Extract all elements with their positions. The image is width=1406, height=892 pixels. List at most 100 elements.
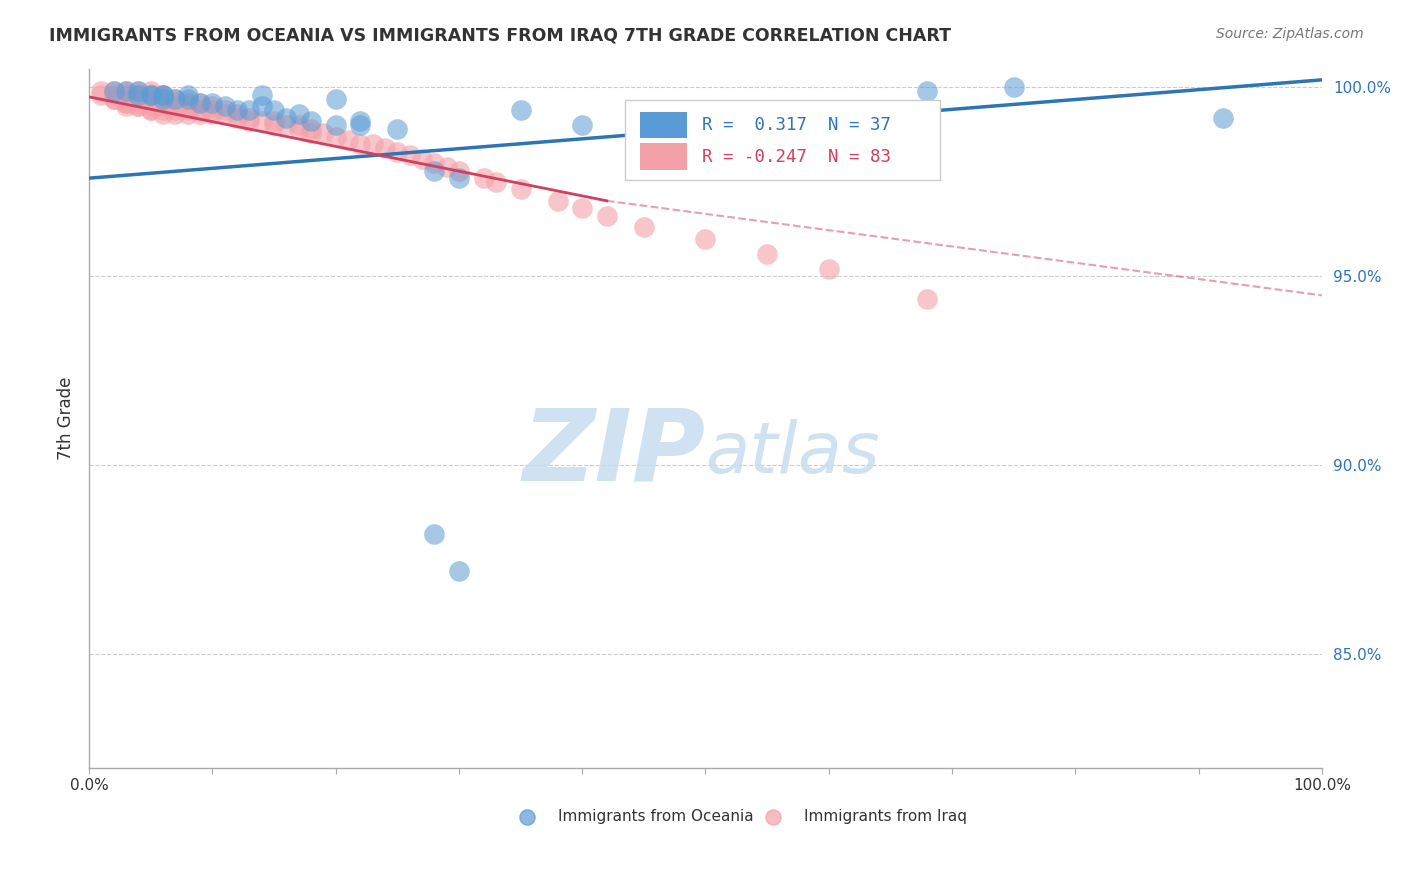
Point bbox=[165, 92, 187, 106]
Point bbox=[127, 87, 149, 102]
Point bbox=[201, 103, 224, 117]
Point bbox=[90, 84, 112, 98]
Point bbox=[90, 87, 112, 102]
Point bbox=[423, 156, 446, 170]
Point bbox=[188, 107, 211, 121]
Point bbox=[152, 95, 174, 110]
Point bbox=[103, 87, 125, 102]
Point bbox=[152, 92, 174, 106]
Point bbox=[571, 202, 593, 216]
Point bbox=[127, 84, 149, 98]
Bar bbox=[640, 112, 688, 138]
Point bbox=[165, 92, 187, 106]
Point bbox=[325, 92, 347, 106]
Point bbox=[115, 92, 138, 106]
Point bbox=[165, 95, 187, 110]
Point bbox=[152, 99, 174, 113]
Point bbox=[1002, 80, 1025, 95]
Point bbox=[411, 153, 433, 167]
Text: R = -0.247  N = 83: R = -0.247 N = 83 bbox=[702, 148, 891, 166]
Point bbox=[115, 95, 138, 110]
Point bbox=[917, 292, 939, 306]
Point bbox=[152, 87, 174, 102]
Point bbox=[214, 103, 236, 117]
Point bbox=[325, 118, 347, 132]
Point bbox=[349, 114, 371, 128]
Point bbox=[152, 87, 174, 102]
Point bbox=[176, 87, 198, 102]
Point bbox=[139, 103, 162, 117]
Point bbox=[165, 99, 187, 113]
Point bbox=[127, 99, 149, 113]
Text: ZIP: ZIP bbox=[523, 405, 706, 501]
Point bbox=[299, 126, 322, 140]
Point bbox=[115, 84, 138, 98]
Point bbox=[188, 95, 211, 110]
Point bbox=[103, 92, 125, 106]
Point bbox=[115, 84, 138, 98]
Point bbox=[325, 129, 347, 144]
Point bbox=[188, 95, 211, 110]
Point bbox=[115, 87, 138, 102]
Point bbox=[423, 163, 446, 178]
Point bbox=[312, 126, 335, 140]
Point bbox=[127, 87, 149, 102]
Point bbox=[917, 84, 939, 98]
Point bbox=[165, 103, 187, 117]
Point bbox=[139, 99, 162, 113]
Point bbox=[201, 107, 224, 121]
Point bbox=[139, 95, 162, 110]
Point bbox=[571, 118, 593, 132]
Point bbox=[127, 99, 149, 113]
Point bbox=[115, 95, 138, 110]
Y-axis label: 7th Grade: 7th Grade bbox=[58, 376, 75, 460]
Point bbox=[226, 111, 249, 125]
Point bbox=[139, 87, 162, 102]
Point bbox=[447, 163, 470, 178]
Point bbox=[127, 84, 149, 98]
Point bbox=[447, 171, 470, 186]
Point bbox=[287, 122, 309, 136]
Point bbox=[139, 103, 162, 117]
Point bbox=[152, 92, 174, 106]
Point bbox=[127, 95, 149, 110]
Text: Immigrants from Oceania: Immigrants from Oceania bbox=[558, 809, 754, 824]
Point bbox=[176, 92, 198, 106]
Point bbox=[276, 111, 298, 125]
Point bbox=[817, 261, 839, 276]
Point bbox=[423, 526, 446, 541]
Point bbox=[188, 103, 211, 117]
Point bbox=[103, 92, 125, 106]
Point bbox=[287, 107, 309, 121]
Point bbox=[485, 175, 508, 189]
Point bbox=[1212, 111, 1234, 125]
Point bbox=[349, 118, 371, 132]
Text: Source: ZipAtlas.com: Source: ZipAtlas.com bbox=[1216, 27, 1364, 41]
Text: IMMIGRANTS FROM OCEANIA VS IMMIGRANTS FROM IRAQ 7TH GRADE CORRELATION CHART: IMMIGRANTS FROM OCEANIA VS IMMIGRANTS FR… bbox=[49, 27, 952, 45]
Point bbox=[226, 107, 249, 121]
Point bbox=[238, 111, 260, 125]
Point bbox=[374, 141, 396, 155]
Point bbox=[139, 92, 162, 106]
Point bbox=[238, 103, 260, 117]
Point bbox=[361, 137, 384, 152]
FancyBboxPatch shape bbox=[626, 100, 939, 180]
Point bbox=[103, 84, 125, 98]
Point bbox=[387, 122, 409, 136]
Point bbox=[214, 107, 236, 121]
Point bbox=[103, 84, 125, 98]
Point bbox=[238, 114, 260, 128]
Point bbox=[214, 99, 236, 113]
Point bbox=[263, 103, 285, 117]
Point bbox=[398, 148, 420, 162]
Point bbox=[250, 114, 273, 128]
Point bbox=[139, 87, 162, 102]
Point bbox=[152, 87, 174, 102]
Point bbox=[472, 171, 495, 186]
Point bbox=[165, 107, 187, 121]
Point bbox=[152, 103, 174, 117]
Point bbox=[276, 118, 298, 132]
Point bbox=[287, 118, 309, 132]
Point bbox=[226, 103, 249, 117]
Point bbox=[250, 99, 273, 113]
